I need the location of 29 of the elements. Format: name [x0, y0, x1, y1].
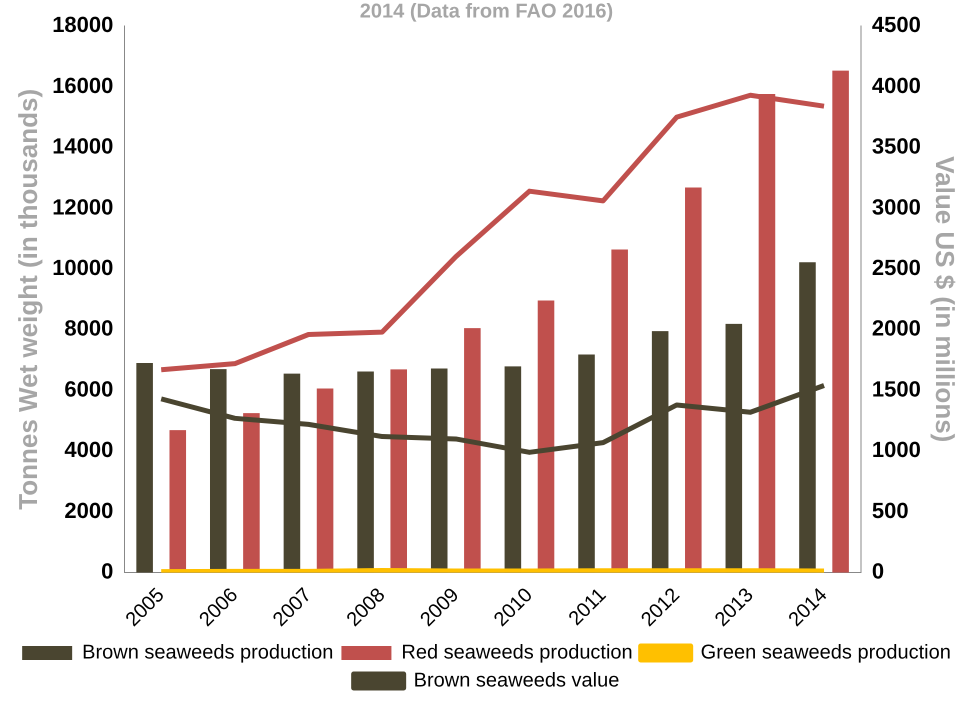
y2-tick-label: 4000 [872, 72, 921, 98]
y-tick-label: 10000 [52, 254, 114, 280]
y-tick-label: 18000 [52, 12, 114, 38]
y-tick-label: 14000 [52, 134, 114, 159]
y-axis-title: Tonnes Wet weight (in thousands) [12, 88, 43, 510]
y-tick-label: 16000 [52, 72, 114, 98]
chart-title: 2014 (Data from FAO 2016) [360, 0, 614, 23]
y2-tick-label: 1000 [872, 437, 921, 462]
y-tick-label: 0 [101, 558, 114, 584]
y-tick-label: 4000 [64, 437, 114, 462]
y-tick-label: 12000 [52, 194, 114, 220]
y2-tick-label: 1500 [872, 376, 921, 402]
y2-tick-label: 3500 [872, 134, 921, 159]
y2-tick-label: 2000 [872, 316, 921, 341]
y2-tick-label: 4500 [872, 12, 921, 38]
y2-tick-label: 500 [872, 498, 909, 523]
y2-tick-label: 3000 [872, 194, 921, 220]
bar [136, 363, 153, 573]
y-tick-label: 6000 [64, 376, 114, 402]
y-tick-label: 8000 [64, 316, 114, 341]
y2-tick-label: 0 [872, 558, 884, 584]
bar [832, 70, 849, 573]
y2-axis-title: Value US $ (in millions) [930, 156, 960, 442]
legend-label: Red seaweeds production [401, 642, 633, 664]
legend-label: Green seaweeds production [700, 642, 951, 664]
y2-tick-label: 2500 [872, 254, 921, 280]
legend-label: Brown seaweeds value [414, 670, 620, 692]
legend-label: Brown seaweeds production [82, 642, 334, 664]
y-tick-label: 2000 [64, 498, 114, 523]
